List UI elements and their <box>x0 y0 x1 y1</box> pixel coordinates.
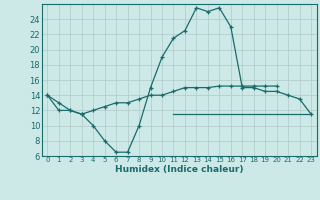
X-axis label: Humidex (Indice chaleur): Humidex (Indice chaleur) <box>115 165 244 174</box>
